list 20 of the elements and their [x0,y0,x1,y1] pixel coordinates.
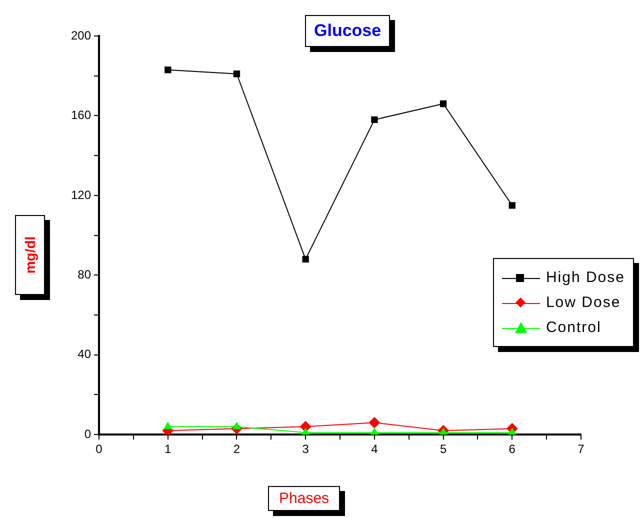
y-tick-label: 80 [78,267,92,282]
legend-label: High Dose [546,269,625,286]
chart-title: Glucose [305,15,390,47]
x-tick-label: 7 [578,442,585,456]
x-tick-label: 5 [440,442,447,456]
x-axis-title: Phases [268,486,340,511]
y-tick-label: 160 [70,108,92,122]
x-tick-label: 0 [96,442,103,456]
x-tick-label: 3 [302,442,310,456]
y-tick-label: 40 [78,347,92,362]
x-tick-label: 6 [508,442,516,456]
x-tick-label: 1 [164,442,172,456]
y-tick-label: 120 [70,188,92,202]
legend-label: Low Dose [546,294,621,311]
x-tick-label: 4 [371,442,378,456]
y-axis-title: mg/dl [22,236,38,274]
y-tick-label: 0 [84,426,92,441]
legend-label: Control [546,319,602,336]
x-tick-label: 2 [233,442,240,456]
y-tick-label: 200 [70,28,92,42]
